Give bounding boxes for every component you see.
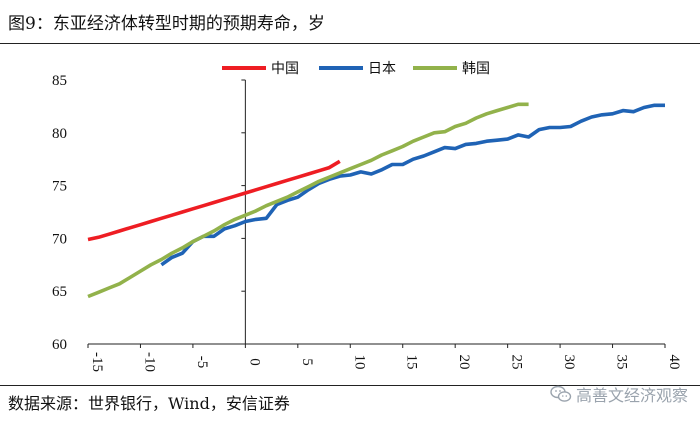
y-tick-label: 75 [52,179,67,195]
x-tick-label: 10 [351,355,367,370]
x-tick-label: 25 [509,355,525,370]
x-tick-label: 35 [614,355,630,370]
legend-label: 韩国 [462,61,490,77]
y-tick-label: 80 [52,126,67,142]
chart-title: 图9：东亚经济体转型时期的预期寿命，岁 [8,14,325,34]
data-source: 数据来源：世界银行，Wind，安信证券 [8,394,290,413]
x-tick-label: 30 [561,355,577,370]
x-tick-label: -10 [141,352,157,372]
chart-legend: 中国 日本 韩国 [222,61,490,77]
watermark: 高善文经济观察 [550,382,688,406]
wechat-icon [550,385,572,402]
x-tick-label: 15 [404,355,420,370]
series-layer [87,102,665,299]
y-tick-label: 60 [52,337,67,353]
y-tick-label: 70 [52,231,67,247]
y-tick-label: 65 [52,284,67,300]
y-tick-label: 85 [52,73,67,89]
x-tick-label: 0 [246,358,262,366]
title-divider [0,43,700,44]
series-line-日本 [160,103,665,267]
legend-label: 中国 [271,61,299,77]
x-tick-label: -5 [194,356,210,369]
chart-axes: 60 65 70 75 80 85 -15 -10 -5 0 5 10 15 20 25 30 35 40 [52,73,682,372]
legend-label: 日本 [368,61,396,77]
x-tick-label: 5 [299,358,315,366]
x-tick-label: 40 [666,355,682,370]
series-line-韩国 [87,102,529,299]
series-line-中国 [87,159,341,242]
x-tick-label: -15 [89,352,105,372]
watermark-text: 高善文经济观察 [575,386,688,405]
source-divider [0,385,700,386]
x-tick-label: 20 [456,355,472,370]
